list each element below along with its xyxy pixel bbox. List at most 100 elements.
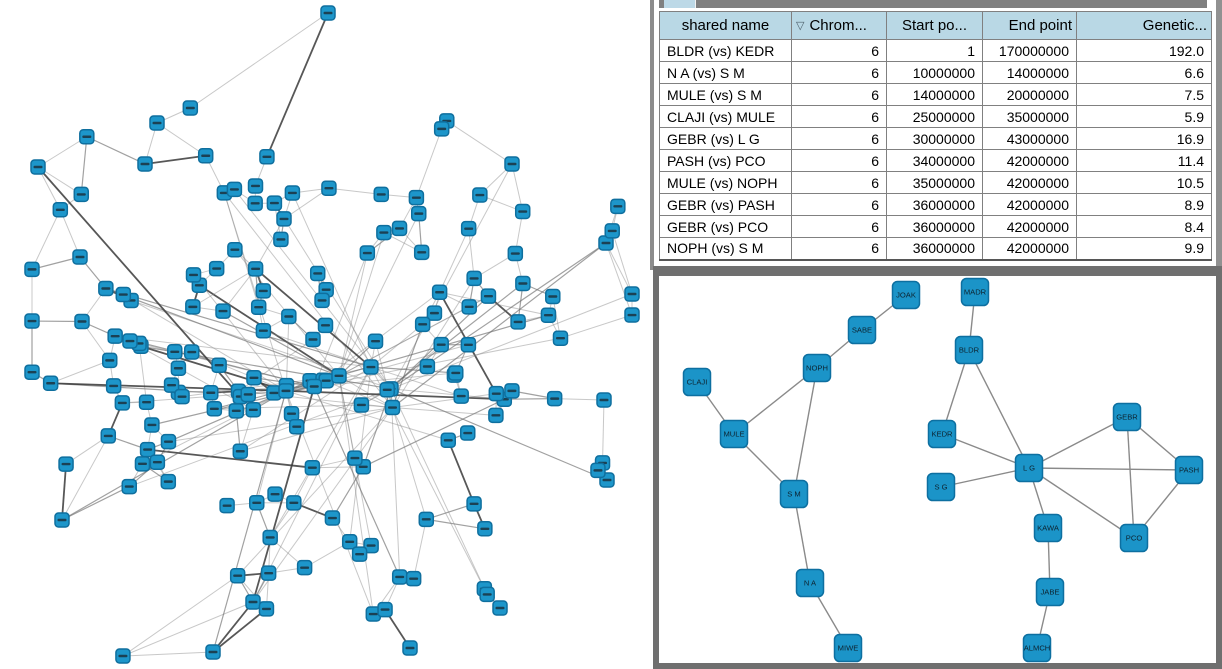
network-node-MADR[interactable]	[960, 277, 990, 307]
table-cell[interactable]: 9.9	[1076, 237, 1212, 260]
network-edge-LG-PASH[interactable]	[1028, 467, 1190, 471]
network-node-NOPH[interactable]	[802, 353, 832, 383]
table-cell[interactable]: 6	[791, 193, 887, 216]
table-cell[interactable]: 42000000	[982, 237, 1077, 260]
table-cell[interactable]: GEBR (vs) L G	[659, 127, 792, 150]
network-edge-LG-PCO[interactable]	[1028, 467, 1135, 539]
table-cell[interactable]: 1	[886, 39, 983, 62]
table-cell[interactable]: 42000000	[982, 193, 1077, 216]
network-node-MIWE[interactable]	[833, 633, 863, 663]
table-row[interactable]: BLDR (vs) KEDR 6 1 170000000 192.0	[659, 39, 1212, 62]
table-cell[interactable]: 7.5	[1076, 83, 1212, 106]
table-cell[interactable]: 36000000	[886, 215, 983, 238]
table-row[interactable]: NOPH (vs) S M 6 36000000 42000000 9.9	[659, 237, 1212, 260]
table-cell[interactable]: 6	[791, 171, 887, 194]
network-node-JABE[interactable]	[1035, 577, 1065, 607]
main-network-canvas[interactable]	[0, 0, 653, 669]
table-cell[interactable]: 30000000	[886, 127, 983, 150]
network-edge-BLDR-LG[interactable]	[968, 349, 1030, 469]
table-cell[interactable]: 42000000	[982, 215, 1077, 238]
network-edge-NOPH-SM[interactable]	[793, 367, 818, 495]
network-node-SABE[interactable]	[847, 315, 877, 345]
network-node-SG[interactable]	[926, 472, 956, 502]
table-cell[interactable]: 16.9	[1076, 127, 1212, 150]
network-node-GEBR[interactable]	[1112, 402, 1142, 432]
network-node-SM[interactable]	[779, 479, 809, 509]
hairball-edge	[390, 388, 488, 595]
table-cell[interactable]: 6.6	[1076, 61, 1212, 84]
table-cell[interactable]: GEBR (vs) PASH	[659, 193, 792, 216]
table-cell[interactable]: 42000000	[982, 149, 1077, 172]
table-cell[interactable]: 11.4	[1076, 149, 1212, 172]
table-cell[interactable]: 43000000	[982, 127, 1077, 150]
network-node-CLAJI[interactable]	[682, 367, 712, 397]
table-cell[interactable]: 8.9	[1076, 193, 1212, 216]
network-node-LG[interactable]	[1014, 453, 1044, 483]
table-row[interactable]: CLAJI (vs) MULE 6 25000000 35000000 5.9	[659, 105, 1212, 128]
table-row[interactable]: GEBR (vs) PASH 6 36000000 42000000 8.9	[659, 193, 1212, 216]
table-cell[interactable]: MULE (vs) S M	[659, 83, 792, 106]
network-node-PASH[interactable]	[1174, 455, 1204, 485]
network-node-MULE[interactable]	[719, 419, 749, 449]
column-header-shared-name[interactable]: shared name	[659, 11, 792, 40]
table-row[interactable]: MULE (vs) NOPH 6 35000000 42000000 10.5	[659, 171, 1212, 194]
table-cell[interactable]: 10.5	[1076, 171, 1212, 194]
column-header-end-point[interactable]: End point	[982, 11, 1077, 40]
table-cell[interactable]: 6	[791, 127, 887, 150]
column-header-chromosome[interactable]: ▽ Chrom...	[791, 11, 887, 40]
network-edge-KEDR-LG[interactable]	[941, 433, 1030, 469]
network-edge-SG-LG[interactable]	[940, 467, 1030, 488]
table-cell[interactable]: 14000000	[982, 61, 1077, 84]
table-cell[interactable]: 14000000	[886, 83, 983, 106]
table-cell[interactable]: BLDR (vs) KEDR	[659, 39, 792, 62]
network-node-NA[interactable]	[795, 568, 825, 598]
network-node-KEDR[interactable]	[927, 419, 957, 449]
table-cell[interactable]: 34000000	[886, 149, 983, 172]
table-cell[interactable]: 35000000	[982, 105, 1077, 128]
table-cell[interactable]: 6	[791, 105, 887, 128]
table-cell[interactable]: 6	[791, 83, 887, 106]
network-node-BLDR[interactable]	[954, 335, 984, 365]
table-cell[interactable]: 6	[791, 215, 887, 238]
table-cell[interactable]: 6	[791, 237, 887, 260]
network-edge-LG-GEBR[interactable]	[1028, 416, 1128, 469]
column-header-genetic[interactable]: Genetic...	[1076, 11, 1212, 40]
network-edge-SM-NA[interactable]	[793, 493, 811, 584]
network-node-ALMCH[interactable]	[1022, 633, 1052, 663]
network-view-main[interactable]	[0, 0, 653, 669]
table-cell[interactable]: 170000000	[982, 39, 1077, 62]
table-cell[interactable]: MULE (vs) NOPH	[659, 171, 792, 194]
table-cell[interactable]: 10000000	[886, 61, 983, 84]
table-cell[interactable]: 36000000	[886, 193, 983, 216]
column-header-start-position[interactable]: Start po...	[886, 11, 983, 40]
network-edge-NOPH-MULE[interactable]	[733, 367, 818, 435]
filter-icon[interactable]: ▽	[796, 20, 805, 32]
table-cell[interactable]: 192.0	[1076, 39, 1212, 62]
network-node-PCO[interactable]	[1119, 523, 1149, 553]
table-cell[interactable]: 35000000	[886, 171, 983, 194]
network-edge-GEBR-PCO[interactable]	[1126, 416, 1135, 539]
table-cell[interactable]: 20000000	[982, 83, 1077, 106]
scrollbar-track[interactable]	[1216, 0, 1222, 266]
table-row[interactable]: N A (vs) S M 6 10000000 14000000 6.6	[659, 61, 1212, 84]
table-cell[interactable]: NOPH (vs) S M	[659, 237, 792, 260]
table-cell[interactable]: 6	[791, 149, 887, 172]
table-cell[interactable]: 25000000	[886, 105, 983, 128]
table-cell[interactable]: GEBR (vs) PCO	[659, 215, 792, 238]
table-cell[interactable]: N A (vs) S M	[659, 61, 792, 84]
network-node-KAWA[interactable]	[1033, 513, 1063, 543]
table-row[interactable]: PASH (vs) PCO 6 34000000 42000000 11.4	[659, 149, 1212, 172]
table-cell[interactable]: 36000000	[886, 237, 983, 260]
table-row[interactable]: GEBR (vs) PCO 6 36000000 42000000 8.4	[659, 215, 1212, 238]
table-row[interactable]: MULE (vs) S M 6 14000000 20000000 7.5	[659, 83, 1212, 106]
table-cell[interactable]: PASH (vs) PCO	[659, 149, 792, 172]
table-cell[interactable]: CLAJI (vs) MULE	[659, 105, 792, 128]
table-cell[interactable]: 6	[791, 39, 887, 62]
table-cell[interactable]: 42000000	[982, 171, 1077, 194]
table-row[interactable]: GEBR (vs) L G 6 30000000 43000000 16.9	[659, 127, 1212, 150]
network-node-JOAK[interactable]	[891, 280, 921, 310]
table-cell[interactable]: 8.4	[1076, 215, 1212, 238]
table-cell[interactable]: 5.9	[1076, 105, 1212, 128]
table-cell[interactable]: 6	[791, 61, 887, 84]
